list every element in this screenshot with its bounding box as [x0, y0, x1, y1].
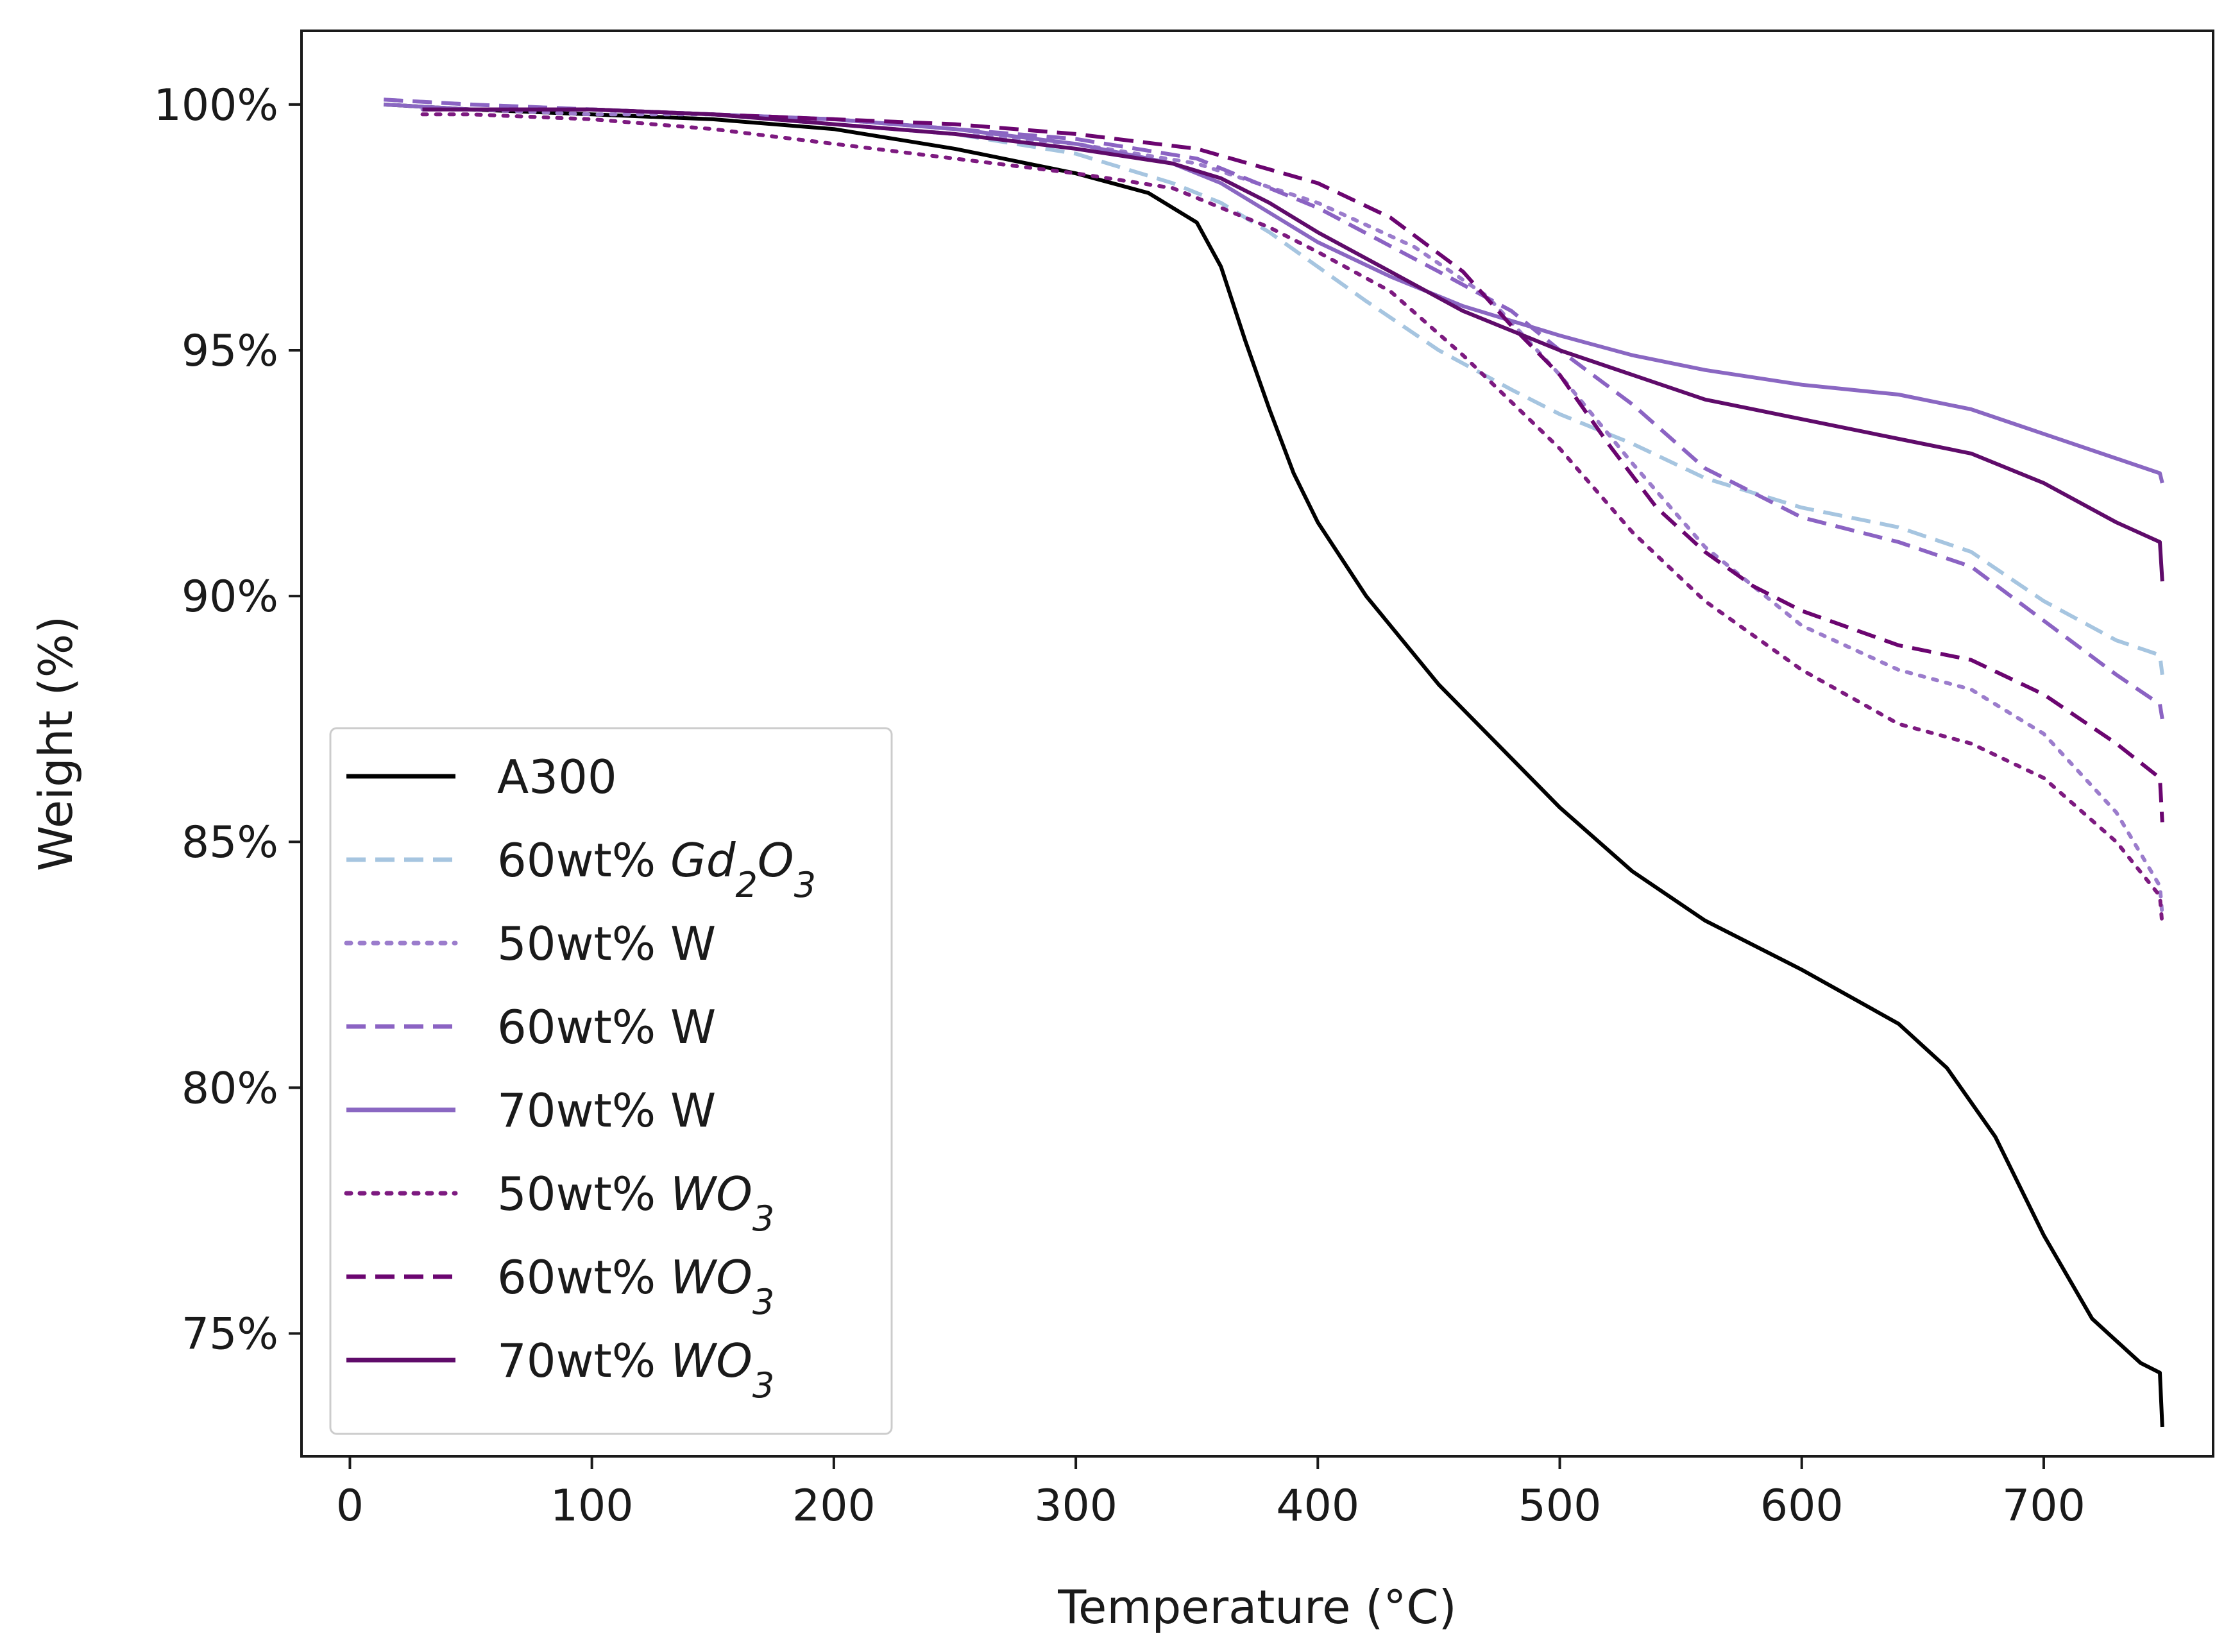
- legend: A300 60wt% Gd2O3 50wt% W 60wt% W 70wt% W 50wt…: [329, 727, 893, 1435]
- series-line-2: [420, 107, 2164, 918]
- x-tick-label: 200: [792, 1481, 876, 1531]
- y-tick-label: 80%: [182, 1063, 278, 1114]
- legend-label-2: 50wt% W: [497, 917, 716, 971]
- x-tick-label: 600: [1760, 1481, 1844, 1531]
- legend-label-5: 50wt% WO3: [497, 1167, 774, 1239]
- y-axis-label: Weight (%): [29, 616, 83, 871]
- legend-label-7: 70wt% WO3: [497, 1334, 774, 1406]
- x-tick-label: 500: [1518, 1481, 1602, 1531]
- x-tick-label: 100: [550, 1481, 634, 1531]
- series-line-5: [420, 112, 2164, 928]
- legend-label-3: 60wt% W: [497, 1000, 716, 1054]
- axes-frame: [300, 30, 2214, 1458]
- legend-label-1: 60wt% Gd2O3: [497, 833, 816, 905]
- series-line-7: [422, 107, 2164, 582]
- x-tick-label: 400: [1276, 1481, 1359, 1531]
- legend-label-6: 60wt% WO3: [497, 1250, 774, 1322]
- legend-label-0: A300: [497, 750, 617, 804]
- legend-frame: [329, 727, 893, 1435]
- series-line-3: [384, 98, 2164, 720]
- y-tick-label: 95%: [182, 326, 278, 377]
- x-tick-label: 0: [336, 1481, 364, 1531]
- x-tick-label: 700: [2002, 1481, 2085, 1531]
- x-tick-label: 300: [1034, 1481, 1117, 1531]
- series-line-0: [384, 102, 2164, 1427]
- series-line-6: [422, 107, 2164, 822]
- y-tick-label: 75%: [182, 1309, 278, 1359]
- y-tick-label: 90%: [182, 572, 278, 622]
- legend-label-4: 70wt% W: [497, 1084, 716, 1137]
- series-line-4: [384, 102, 2164, 484]
- x-axis-label: Temperature (°C): [1057, 1580, 1456, 1634]
- y-tick-label: 85%: [182, 817, 278, 868]
- y-tick-label: 100%: [154, 80, 278, 131]
